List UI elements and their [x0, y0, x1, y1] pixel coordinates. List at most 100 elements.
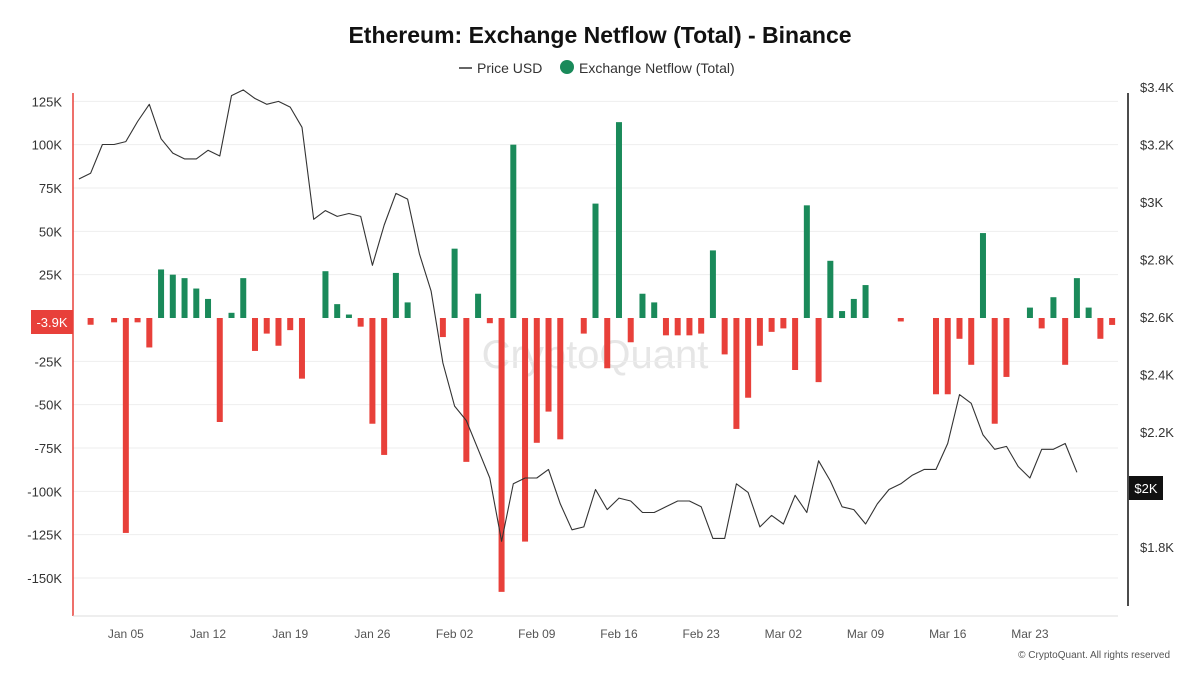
price-series [78, 89, 1078, 542]
netflow-bar [745, 318, 752, 398]
netflow-bar [698, 318, 705, 334]
x-tick-label: Feb 16 [600, 627, 638, 641]
watermark: CryptoQuant [482, 333, 709, 377]
y-left-tick-label: -75K [35, 441, 63, 456]
netflow-bar [839, 311, 846, 318]
netflow-bar [251, 318, 258, 351]
netflow-bar [780, 318, 787, 329]
current-price-badge-bg [1129, 476, 1163, 500]
netflow-bar [439, 318, 446, 338]
y-right-ticks: $3.4K$3.2K$3K$2.8K$2.6K$2.4K$2.2K$2K$1.8… [1140, 80, 1174, 555]
x-tick-label: Feb 23 [682, 627, 720, 641]
netflow-bar [357, 318, 364, 327]
netflow-bar [1062, 318, 1069, 365]
legend-netflow-label[interactable]: Exchange Netflow (Total) [579, 60, 735, 76]
netflow-bar [216, 318, 223, 422]
y-right-tick-label: $3.2K [1140, 138, 1174, 153]
chart-title: Ethereum: Exchange Netflow (Total) - Bin… [348, 22, 851, 48]
netflow-bar [345, 314, 352, 318]
netflow-bar [944, 318, 951, 395]
current-price-badge: $2K [1129, 476, 1163, 500]
netflow-bar [193, 288, 200, 318]
netflow-bar [815, 318, 822, 383]
y-left-tick-label: -150K [27, 571, 62, 586]
current-netflow-badge-bg [31, 310, 73, 334]
y-right-tick-label: $1.8K [1140, 540, 1174, 555]
netflow-bar [322, 271, 329, 318]
netflow-bar [733, 318, 740, 429]
x-tick-label: Jan 19 [272, 627, 308, 641]
netflow-bar [792, 318, 799, 370]
netflow-bar [334, 304, 341, 318]
netflow-bar [709, 250, 716, 318]
netflow-bar [486, 318, 493, 324]
y-right-tick-label: $2.8K [1140, 253, 1174, 268]
netflow-bar [404, 302, 411, 318]
current-netflow-badge: -3.9K [31, 310, 73, 334]
current-price-value: $2K [1134, 481, 1157, 496]
netflow-bar [392, 272, 399, 318]
netflow-bar [897, 318, 904, 322]
y-right-tick-label: $3.4K [1140, 80, 1174, 95]
x-tick-label: Jan 26 [354, 627, 390, 641]
price-line [78, 89, 1078, 542]
netflow-bar [510, 144, 517, 318]
netflow-bar [933, 318, 940, 395]
y-right-tick-label: $3K [1140, 195, 1163, 210]
x-tick-label: Feb 02 [436, 627, 474, 641]
netflow-bar [275, 318, 282, 346]
netflow-bar [158, 269, 165, 318]
netflow-bar [87, 318, 94, 325]
netflow-bar [263, 318, 270, 334]
y-left-tick-label: -25K [35, 354, 63, 369]
netflow-bar [674, 318, 681, 336]
x-tick-label: Mar 09 [847, 627, 885, 641]
netflow-bar [181, 278, 188, 318]
y-left-tick-label: -125K [27, 528, 62, 543]
netflow-bars [87, 122, 1116, 592]
netflow-bar [979, 233, 986, 318]
y-left-tick-label: -100K [27, 484, 62, 499]
netflow-bar [850, 298, 857, 318]
y-right-tick-label: $2.4K [1140, 368, 1174, 383]
netflow-bar [862, 285, 869, 318]
netflow-bar [369, 318, 376, 424]
y-left-tick-label: 75K [39, 181, 62, 196]
netflow-bar [1038, 318, 1045, 329]
netflow-bar [627, 318, 634, 343]
netflow-bar [639, 293, 646, 318]
copyright-credit: © CryptoQuant. All rights reserved [1018, 650, 1170, 661]
y-left-tick-label: -50K [35, 398, 63, 413]
netflow-bar [651, 302, 658, 318]
netflow-bar [205, 298, 212, 318]
netflow-bar [768, 318, 775, 332]
x-tick-label: Jan 12 [190, 627, 226, 641]
netflow-bar [545, 318, 552, 412]
netflow-bar [533, 318, 540, 443]
netflow-bar [580, 318, 587, 334]
netflow-bar [662, 318, 669, 336]
netflow-bar [146, 318, 153, 348]
netflow-bar [557, 318, 564, 440]
y-left-tick-label: 100K [32, 138, 63, 153]
netflow-bar [463, 318, 470, 462]
netflow-bar [498, 318, 505, 592]
netflow-bar [615, 122, 622, 318]
netflow-bar [287, 318, 294, 331]
netflow-bar [169, 274, 176, 318]
current-netflow-value: -3.9K [36, 315, 67, 330]
y-left-tick-label: 125K [32, 94, 63, 109]
netflow-bar [122, 318, 129, 533]
legend-price-label[interactable]: Price USD [477, 60, 542, 76]
y-left-tick-label: 25K [39, 268, 62, 283]
netflow-bar [1109, 318, 1116, 325]
netflow-bar [827, 260, 834, 318]
legend: Price USD Exchange Netflow (Total) [459, 60, 735, 76]
legend-netflow-dot-marker [560, 60, 574, 74]
netflow-bar [956, 318, 963, 339]
x-tick-label: Feb 09 [518, 627, 556, 641]
x-tick-label: Mar 16 [929, 627, 967, 641]
netflow-bar [592, 203, 599, 318]
y-left-tick-label: 50K [39, 224, 62, 239]
